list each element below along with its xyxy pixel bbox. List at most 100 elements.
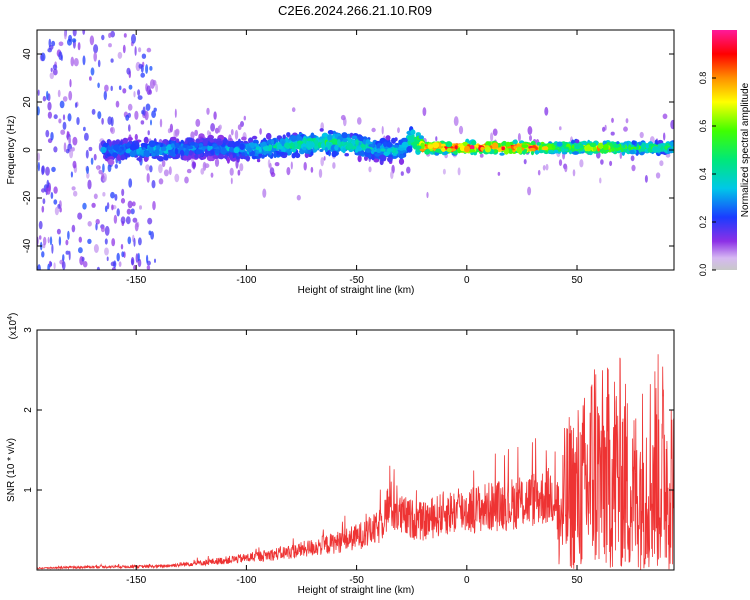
spectrogram-cell [138,47,142,53]
spectrogram-cell [82,202,87,210]
spectrogram-cell [261,141,267,148]
colorbar-tick-label: 0.4 [698,168,708,181]
spectrogram-cell [630,155,635,162]
spectrogram-cell [103,90,108,101]
spectrogram-x-tick-label: -50 [349,275,364,286]
spectrogram-cell [355,152,359,156]
spectrogram-cell [174,148,179,155]
spectrogram-cell [107,159,115,166]
spectrogram-cell [87,221,92,227]
spectrogram-cell [534,150,540,155]
spectrogram-cell [142,106,146,116]
spectrogram-cell [42,198,46,205]
spectrogram-cell [432,142,440,149]
spectrogram-cell [357,117,362,125]
spectrogram-cell [319,149,324,152]
spectrogram-cell [194,142,199,148]
snr-frame [36,329,675,571]
spectrogram-cell [128,84,133,90]
spectrogram-cell [174,108,177,119]
spectrogram-cell [291,136,296,141]
spectrogram-cell [93,244,99,253]
spectrogram-cell [90,67,95,76]
spectrogram-cell [340,114,346,121]
spectrogram-cell [120,198,126,204]
spectrogram-cell [104,238,108,245]
spectrogram-cell [110,30,115,38]
spectrogram-cell [210,150,215,155]
spectrogram-cell [154,149,160,155]
spectrogram-x-tick-label: 0 [464,275,470,286]
spectrogram-cell [589,142,597,148]
colorbar-tick-label: 0.6 [698,120,708,133]
spectrogram-cell [47,263,50,270]
spectrogram-cell [536,142,542,146]
spectrogram-cell [147,217,153,225]
spectrogram-cell [274,162,280,167]
spectrogram-cell [265,132,272,140]
spectrogram-cell [623,126,628,132]
spectrogram-cell [58,236,62,246]
spectrogram-cell [380,148,386,152]
spectrogram-cell [41,205,45,213]
spectrogram-cell [445,141,453,148]
spectrogram-cell [71,224,76,233]
spectrogram-cell [146,85,151,96]
colorbar-label: Normalized spectral amplitude [740,82,750,217]
spectrogram-cell [237,169,241,176]
spectrogram-cell [435,136,438,142]
spectrogram-cell [512,139,518,145]
colorbar-ticks: 0.0 0.2 0.4 0.6 0.8 [698,72,716,276]
spectrogram-cell [216,141,223,146]
spectrogram-cell [96,165,100,171]
spectrogram-cell [113,260,117,269]
spectrogram-cell [302,146,307,151]
spectrogram-cell [458,125,464,135]
spectrogram-cell [418,135,424,140]
spectrogram-cell [95,223,98,231]
spectrogram-cell [148,140,156,148]
spectrogram-cell [613,144,621,148]
spectrogram-cell [121,188,125,197]
spectrogram-cell [204,163,210,169]
spectrogram-cell [334,144,339,151]
spectrogram-cell [169,123,173,133]
spectrogram-cell [38,235,42,240]
spectrogram-cell [47,101,52,111]
colorbar: 0.0 0.2 0.4 0.6 0.8 Normalized spectral ampl… [698,30,750,276]
spectrogram-cell [319,128,324,132]
spectrogram-cell [310,151,314,156]
spectrogram-cell [62,254,65,262]
colorbar-tick-label: 0.8 [698,72,708,85]
spectrogram-cell [110,58,114,63]
spectrogram-cell [57,89,61,98]
spectrogram-cell [60,129,66,135]
spectrogram-cell [354,148,359,154]
spectrogram-cell [471,140,477,146]
spectrogram-cell [318,143,322,149]
spectrogram-cell [392,155,398,159]
spectrogram-cell [184,176,189,184]
spectrogram-cell [572,151,579,155]
spectrogram-cell [497,171,501,176]
spectrogram-cell [357,155,362,163]
spectrogram-cell [58,118,62,124]
spectrogram-cell [579,143,584,149]
spectrogram-cell [82,55,86,66]
spectrogram-cell [186,137,194,143]
spectrogram-cell [368,143,375,148]
spectrogram-cell [89,35,95,46]
spectrogram-cell [659,160,664,167]
spectrogram-cell [351,135,358,140]
spectrogram-cell [602,144,609,151]
spectrogram-cell [503,147,509,155]
spectrogram-cell [101,34,105,41]
spectrogram-cell [117,51,123,59]
spectrogram-cell [38,220,43,230]
spectrogram-panel: -150 -100 -50 0 50 -40 -20 0 20 40 Height of str… [6,29,675,296]
spectrogram-cell [574,143,581,150]
spectrogram-cell [46,90,49,101]
spectrogram-cell [669,141,674,148]
spectrogram-cell [152,200,156,211]
